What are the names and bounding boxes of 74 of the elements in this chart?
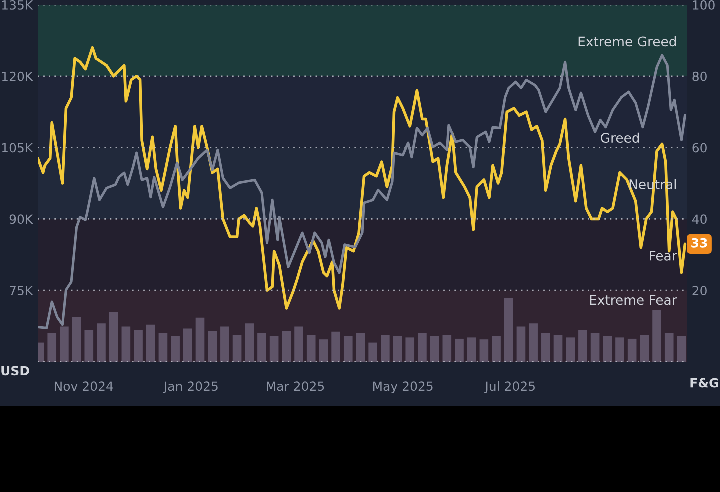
x-tick-label: May 2025	[373, 382, 433, 394]
bar	[640, 335, 650, 362]
bar	[566, 338, 576, 362]
bar	[97, 324, 106, 362]
bar	[245, 324, 254, 362]
y2-tick-label: 80	[692, 72, 707, 82]
bar	[603, 336, 612, 362]
bar	[196, 318, 205, 362]
bar	[72, 317, 82, 362]
bar	[480, 340, 489, 362]
bar	[84, 330, 94, 362]
bar	[554, 335, 563, 362]
bar	[504, 298, 514, 362]
x-tick-label: Jan 2025	[163, 382, 218, 394]
x-tick-label: Mar 2025	[267, 382, 324, 392]
bar	[122, 326, 131, 362]
x-tick-label: Nov 2024	[54, 382, 114, 392]
bar	[430, 336, 440, 362]
y-tick-label: 75K	[10, 286, 34, 296]
bar	[368, 342, 378, 362]
bar	[516, 326, 526, 362]
band-label: Fear	[650, 251, 678, 261]
y2-tick-label: 100	[693, 0, 715, 10]
bar	[467, 338, 476, 362]
y-tick-label: 135K	[2, 0, 34, 10]
bar	[146, 324, 156, 362]
bar	[258, 333, 266, 362]
bar	[542, 333, 550, 362]
y-tick-label: 105K	[2, 143, 34, 153]
bar	[48, 333, 57, 362]
bar	[628, 338, 637, 362]
bar	[455, 338, 464, 362]
bar	[590, 333, 600, 362]
bar	[393, 336, 402, 362]
bar	[664, 333, 674, 362]
bar	[406, 338, 415, 362]
bar	[616, 338, 624, 362]
band-label: Extreme Fear	[590, 295, 678, 306]
band-label: Extreme Greed	[578, 36, 676, 47]
bar	[220, 326, 230, 362]
y-tick-label: 90K	[10, 214, 34, 224]
bar	[319, 340, 328, 362]
bar	[492, 336, 501, 362]
bar	[529, 324, 538, 362]
x-tick-label: Jul 2025	[484, 381, 535, 394]
bar	[652, 310, 662, 362]
y-tick-label: 120K	[2, 72, 34, 82]
bar	[677, 336, 686, 362]
bar	[282, 331, 292, 362]
bar	[134, 330, 143, 362]
bar	[158, 333, 168, 362]
bar	[381, 335, 390, 362]
bar	[270, 336, 279, 362]
bar	[109, 312, 118, 362]
bar	[578, 330, 588, 362]
y2-tick-label: 60	[692, 143, 707, 153]
bar	[442, 335, 452, 362]
bar	[332, 332, 340, 362]
bar	[294, 326, 304, 362]
bar	[344, 336, 353, 362]
bar	[183, 328, 192, 362]
y2-tick-label: 40	[692, 214, 707, 224]
band-label: Greed	[601, 132, 640, 144]
y-axis-title: USD	[2, 366, 30, 376]
y2-tick-label: 20	[692, 286, 707, 296]
y2-axis-title: F&G	[690, 378, 718, 388]
bar	[306, 335, 316, 362]
bar	[208, 331, 218, 362]
bar	[232, 335, 242, 362]
data-label: 33	[692, 238, 708, 248]
bar	[60, 326, 69, 362]
bar	[356, 333, 366, 362]
bar	[418, 333, 427, 362]
bar	[171, 336, 180, 362]
